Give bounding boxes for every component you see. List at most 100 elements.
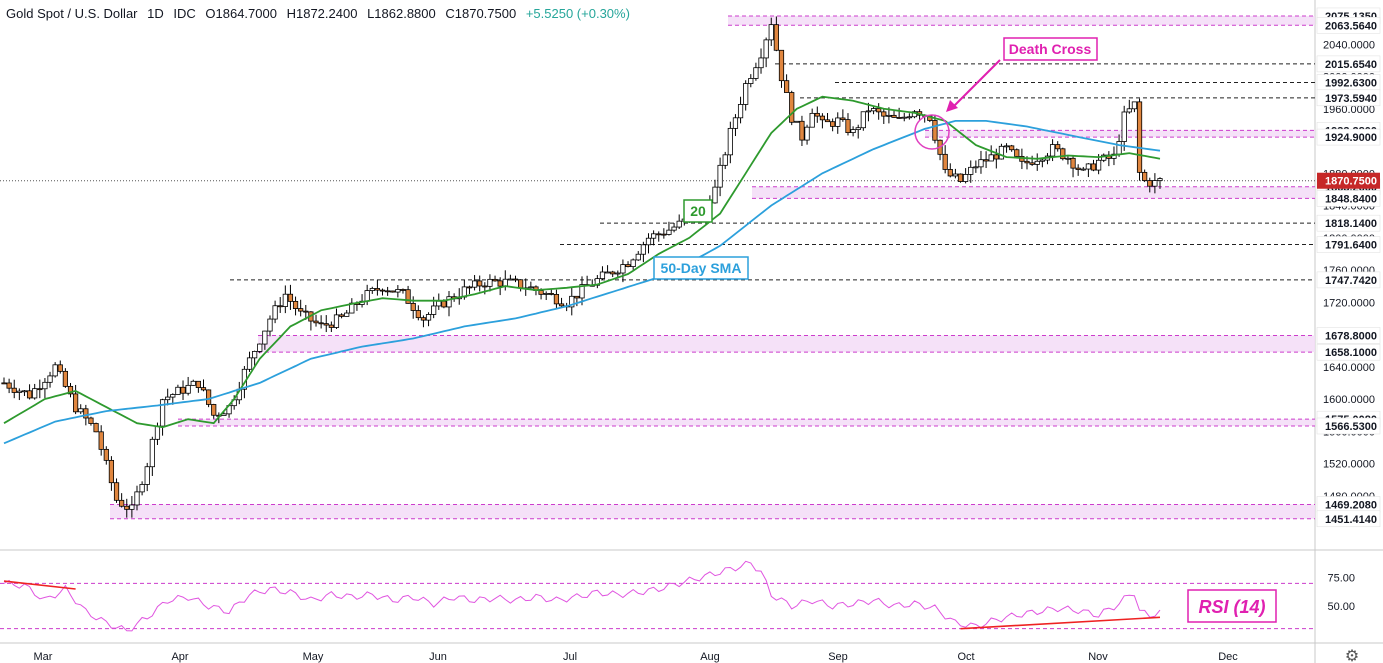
level-tag-bg [1316,271,1381,289]
candle-body [252,351,258,359]
candle-body [323,323,329,326]
candle-body [190,380,196,386]
level-tag: 1791.6400 [1325,240,1377,252]
y-tick-label: 1640.0000 [1323,362,1375,374]
rsi-line [3,560,1161,632]
candle-body [784,80,790,93]
price-zone [110,504,1315,519]
candle-body [1,382,7,385]
candle-body [988,154,994,162]
symbol-name[interactable]: Gold Spot / U.S. Dollar [6,6,138,21]
candle-body [625,264,631,267]
candle-body [1024,160,1030,164]
candle-body [379,289,386,292]
candle-body [610,271,616,275]
candle-body [139,484,145,493]
candle-body [819,115,826,121]
candle-body [436,300,442,307]
candle-body [11,387,17,393]
candle-body [763,39,769,59]
candlestick-series [1,16,1163,518]
x-tick-label: Jun [429,651,447,663]
y-tick-label: 1720.0000 [1323,297,1375,309]
candle-body [482,285,488,288]
x-tick-label: Aug [700,651,720,663]
moving-averages [3,95,1161,445]
level-tag: 1848.8400 [1325,193,1377,205]
candle-body [753,67,759,79]
candle-body [267,318,273,332]
candle-body [799,120,805,141]
candle-body [170,394,176,398]
candle-body [855,127,861,131]
candle-body [1116,141,1122,155]
candle-body [978,159,984,168]
candle-body [676,220,682,228]
candle-body [497,280,503,287]
candle-body [768,24,774,41]
level-tag-bg [1316,55,1381,73]
candle-body [37,388,43,391]
level-tag: 1566.5300 [1325,421,1377,433]
candle-body [246,357,253,370]
y-tick-label: 2040.0000 [1323,39,1375,51]
symbol-header: Gold Spot / U.S. Dollar 1D IDC O1864.700… [6,6,636,21]
candle-body [431,305,437,315]
candle-body [415,310,421,319]
level-tag: 1818.1400 [1325,218,1377,230]
gear-icon[interactable]: ⚙ [1345,646,1359,663]
candle-body [963,174,969,182]
candle-body [630,259,636,267]
candle-body [737,104,744,119]
candle-body [180,386,186,394]
candle-body [748,78,754,84]
death-cross-box [1003,37,1098,61]
level-tag: 1992.6300 [1325,77,1377,89]
candle-body [1136,101,1143,173]
candle-body [543,293,549,295]
death-cross-arrow [951,59,1001,109]
candle-body [558,303,565,307]
candle-body [794,120,800,123]
candle-body [298,308,304,312]
sma20-line [3,95,1161,429]
candle-body [1009,145,1015,151]
candle-body [400,289,406,291]
candle-body [52,364,58,377]
candle-body [865,110,872,113]
candle-body [1014,149,1020,157]
candle-body [620,264,626,274]
candle-body [1060,148,1066,160]
candle-body [809,112,815,128]
time-axis[interactable]: Mar Apr May Jun Jul Aug Sep Oct Nov Dec ⚙ [34,646,1360,663]
candle-body [548,293,554,295]
candle-body [666,229,672,235]
candle-body [804,126,810,141]
candle-body [870,108,877,112]
price-axis[interactable]: 1480.00001520.00001560.00001600.00001640… [1316,7,1381,528]
sma50-line [3,120,1161,445]
candle-body [732,117,739,129]
level-tag-bg [1316,190,1381,207]
candle-body [947,169,953,177]
candle-body [67,385,74,395]
candle-body [262,330,268,345]
candle-body [108,459,115,484]
candle-body [62,370,68,387]
candle-body [374,288,380,291]
y-tick-label: 1520.0000 [1323,459,1375,471]
price-zone [728,15,1315,26]
price-zone [178,419,1315,426]
candle-body [26,390,33,399]
level-tag: 1658.1000 [1325,347,1377,359]
candle-body [487,278,493,287]
candle-body [952,173,958,177]
interval-label[interactable]: 1D [147,6,164,21]
candle-body [1096,159,1102,171]
x-tick-label: Dec [1218,651,1238,663]
price-zone [258,335,1315,353]
high-value: H1872.2400 [286,6,358,21]
candle-body [1034,160,1040,165]
candle-body [901,116,907,119]
